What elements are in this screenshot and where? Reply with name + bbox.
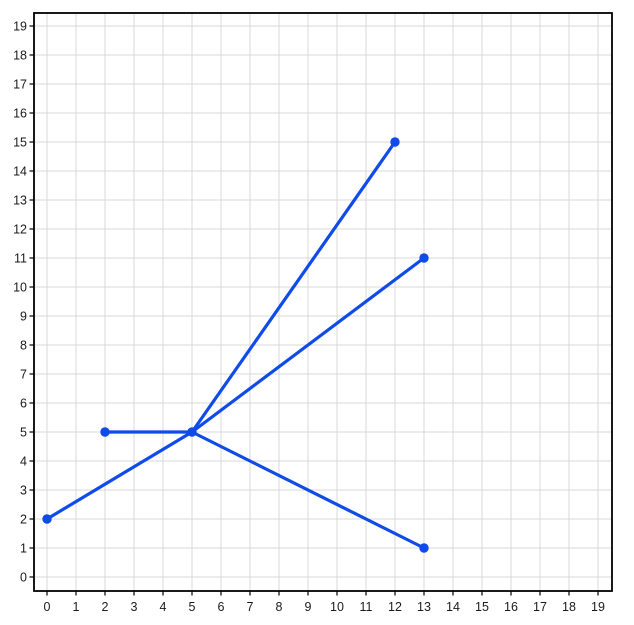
x-tick-label: 0: [44, 600, 51, 614]
x-tick-label: 16: [504, 600, 518, 614]
x-tick-label: 7: [247, 600, 254, 614]
x-tick-label: 15: [475, 600, 489, 614]
y-tick-label: 2: [20, 513, 27, 527]
x-tick-label: 3: [131, 600, 138, 614]
y-tick-label: 4: [20, 455, 27, 469]
x-tick-label: 6: [218, 600, 225, 614]
x-tick-label: 12: [388, 600, 402, 614]
y-tick-label: 12: [13, 223, 27, 237]
x-tick-label: 4: [160, 600, 167, 614]
x-tick-label: 17: [533, 600, 547, 614]
node-marker: [100, 427, 110, 437]
x-tick-label: 18: [562, 600, 576, 614]
edge-line: [190, 256, 426, 434]
y-tick-label: 17: [13, 78, 27, 92]
x-tick-label: 9: [305, 600, 312, 614]
y-tick-label: 0: [20, 571, 27, 585]
x-tick-label: 8: [276, 600, 283, 614]
x-tick-label: 14: [446, 600, 460, 614]
edge-line: [190, 430, 426, 550]
node-marker: [419, 543, 429, 553]
x-tick-label: 10: [330, 600, 344, 614]
x-tick-label: 11: [360, 600, 373, 614]
x-tick-label: 19: [591, 600, 605, 614]
y-tick-label: 19: [13, 20, 27, 34]
y-tick-label: 1: [20, 542, 27, 556]
y-tick-label: 3: [20, 484, 27, 498]
x-tick-label: 1: [73, 600, 80, 614]
y-tick-label: 7: [20, 368, 27, 382]
y-tick-label: 13: [13, 194, 27, 208]
node-marker: [419, 253, 429, 263]
y-tick-label: 8: [20, 339, 27, 353]
node-marker: [390, 137, 400, 147]
y-tick-label: 9: [20, 310, 27, 324]
axes-border: [33, 12, 613, 592]
y-tick-label: 6: [20, 397, 27, 411]
edge-line: [45, 430, 194, 521]
edge-line: [190, 140, 397, 434]
y-tick-label: 5: [20, 426, 27, 440]
node-marker: [187, 427, 197, 437]
y-tick-label: 10: [13, 281, 27, 295]
y-tick-label: 11: [14, 252, 27, 266]
y-tick-label: 14: [13, 165, 27, 179]
y-tick-label: 16: [13, 107, 27, 121]
x-tick-label: 2: [102, 600, 109, 614]
x-tick-label: 5: [189, 600, 196, 614]
y-tick-label: 18: [13, 49, 27, 63]
node-marker: [42, 514, 52, 524]
x-tick-label: 13: [417, 600, 431, 614]
y-tick-label: 15: [13, 136, 27, 150]
